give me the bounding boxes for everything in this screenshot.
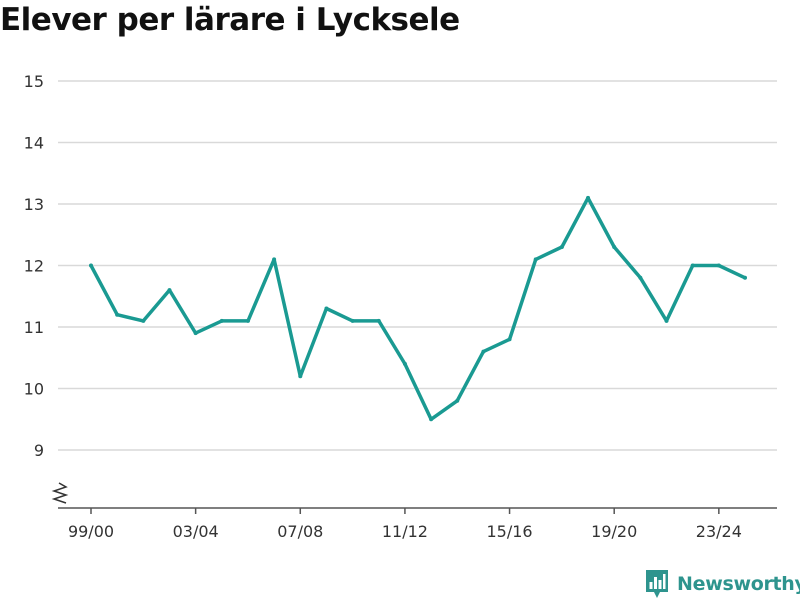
data-point [89, 263, 93, 268]
data-point [716, 263, 721, 268]
data-point [507, 337, 512, 342]
data-point [167, 288, 172, 293]
data-point [350, 318, 355, 323]
y-tick-label: 9 [34, 441, 44, 460]
y-tick-label: 11 [24, 318, 44, 337]
x-tick-label: 19/20 [591, 522, 637, 541]
bar-chart-speech-bubble-icon [646, 570, 668, 598]
data-point [533, 257, 538, 262]
data-point [481, 349, 486, 354]
data-point [664, 318, 669, 323]
data-point [612, 245, 617, 250]
data-point [376, 318, 381, 323]
x-tick-label: 23/24 [696, 522, 742, 541]
data-point [586, 195, 591, 200]
data-point [690, 263, 695, 268]
data-point [193, 331, 198, 336]
data-point [638, 275, 643, 280]
axis-break-icon [51, 482, 69, 504]
y-tick-label: 12 [24, 257, 44, 276]
data-point [245, 318, 250, 323]
x-tick-label: 03/04 [173, 522, 219, 541]
newsworthy-logo[interactable]: Newsworthy [645, 568, 800, 600]
series-layer [89, 195, 747, 422]
data-point [324, 306, 329, 311]
chart-title: Elever per lärare i Lycksele [0, 2, 460, 38]
y-tick-label: 14 [24, 134, 44, 153]
data-point [455, 398, 460, 403]
y-axis-ticks: 9 10 11 12 13 14 15 [24, 72, 44, 460]
x-tick-label: 07/08 [277, 522, 323, 541]
x-tick-label: 99/00 [68, 522, 114, 541]
y-tick-label: 10 [24, 380, 44, 399]
x-tick-label: 11/12 [382, 522, 428, 541]
brand-name: Newsworthy [677, 573, 800, 595]
data-point [429, 417, 434, 422]
x-axis-ticks: 99/00 03/04 07/08 11/12 15/16 19/20 23/24 [68, 508, 742, 541]
y-tick-label: 15 [24, 72, 44, 91]
axis-break-zigzag [51, 482, 69, 504]
data-point [219, 318, 224, 323]
data-point [115, 312, 120, 317]
data-point [402, 361, 407, 366]
data-point [298, 374, 303, 379]
data-point [141, 318, 146, 323]
gridlines [58, 80, 777, 451]
data-point [743, 275, 747, 280]
y-tick-label: 13 [24, 195, 44, 214]
data-point [559, 245, 564, 250]
data-point [272, 257, 277, 262]
x-tick-label: 15/16 [487, 522, 533, 541]
series-line [89, 196, 747, 422]
